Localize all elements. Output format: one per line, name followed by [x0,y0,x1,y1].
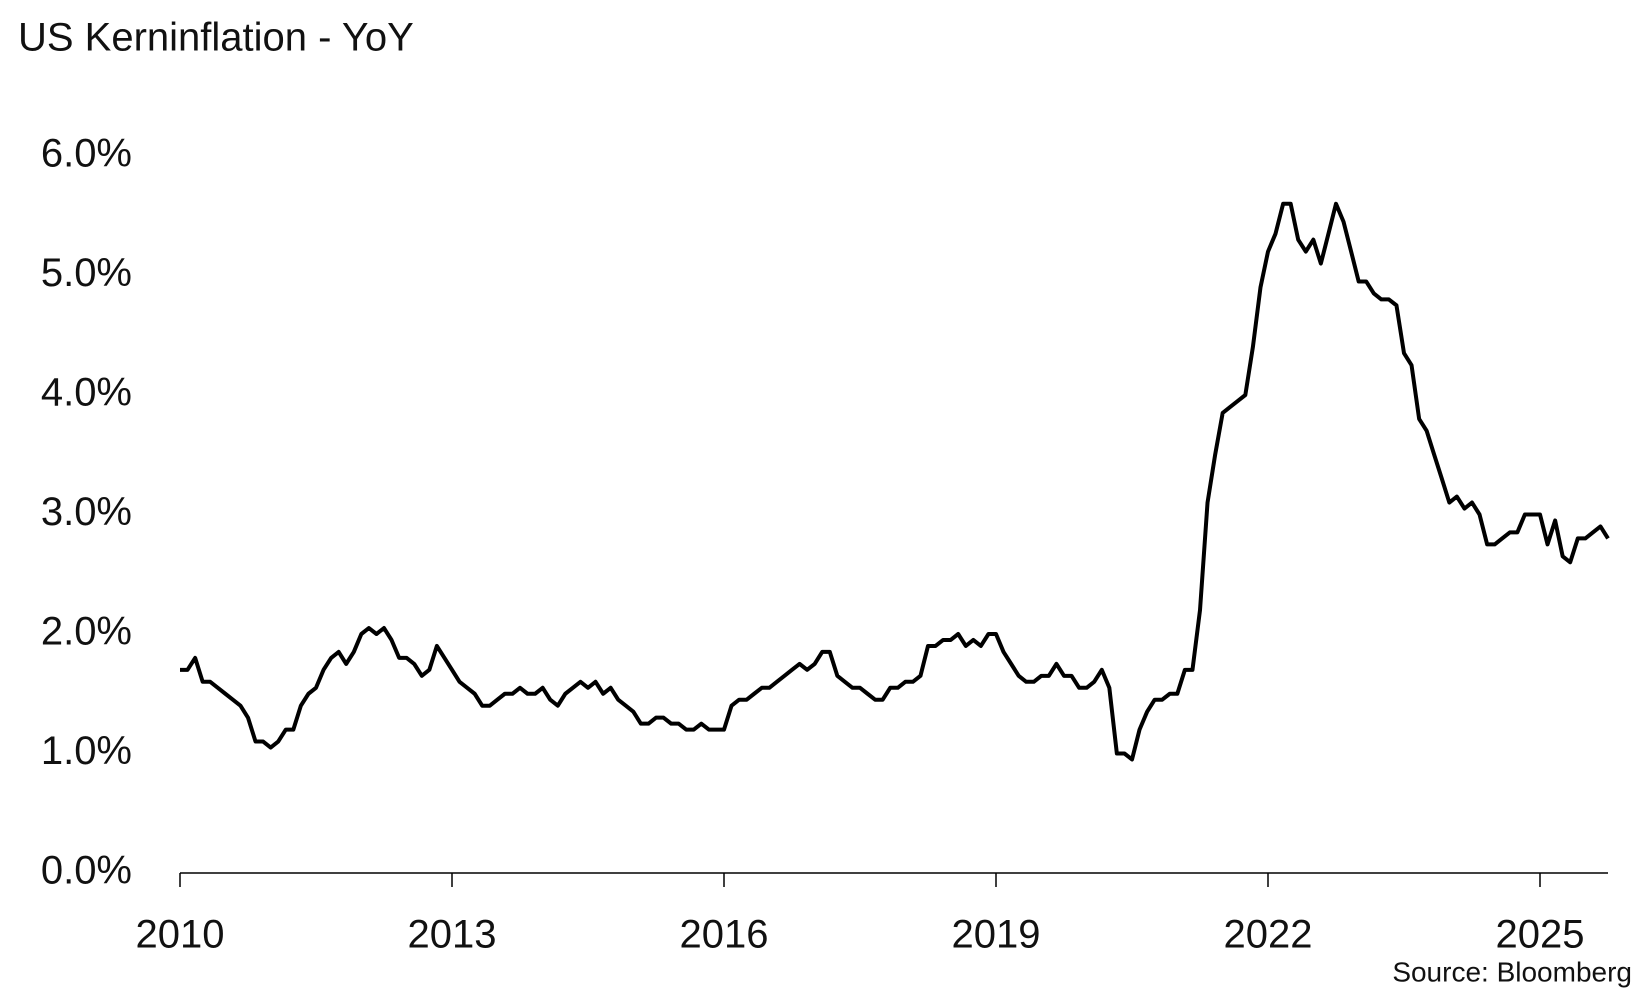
line-series [180,201,1610,762]
y-tick-label: 6.0% [41,132,132,176]
x-tick-label: 2025 [1496,913,1585,957]
x-tick-label: 2010 [136,913,225,957]
x-tick-label: 2016 [680,913,769,957]
y-tick-label: 3.0% [41,490,132,534]
source-note: Source: Bloomberg [1392,956,1632,987]
y-tick-label: 0.0% [41,849,132,893]
y-tick-label: 4.0% [41,371,132,415]
y-tick-label: 1.0% [41,729,132,773]
y-tick-label: 2.0% [41,610,132,654]
x-tick-label: 2019 [952,913,1041,957]
chart-title: US Kerninflation - YoY [18,16,414,60]
y-tick-label: 5.0% [41,251,132,295]
x-tick-label: 2022 [1224,913,1313,957]
x-tick-label: 2013 [408,913,497,957]
